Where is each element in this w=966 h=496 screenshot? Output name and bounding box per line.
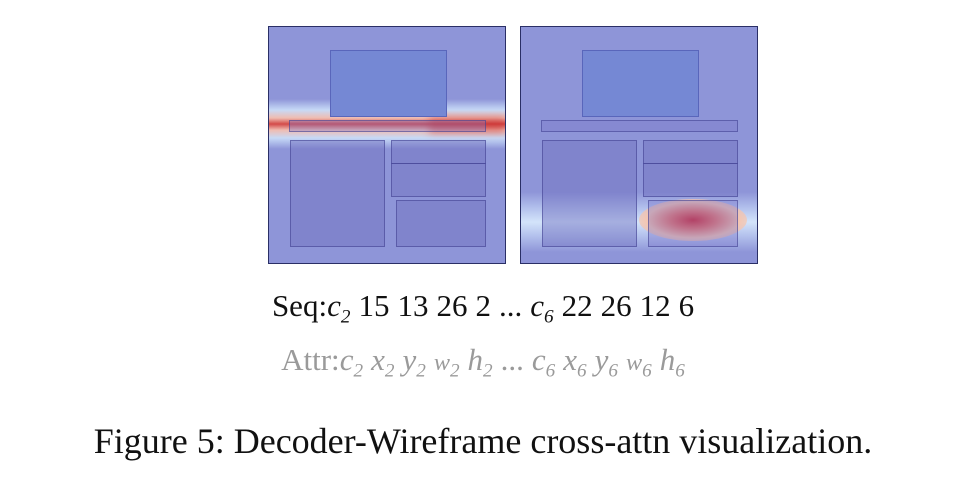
wireframe-image-box (330, 50, 447, 117)
wireframe-image-box (582, 50, 699, 117)
figure-caption: Figure 5: Decoder-Wireframe cross-attn v… (93, 421, 873, 461)
wireframe-right-bottom-block (648, 200, 738, 247)
attr-token: y6 (594, 342, 619, 382)
attr-token: ... (500, 342, 524, 377)
wireframe-left-block (542, 140, 637, 247)
wireframe-title-bar (289, 120, 486, 132)
attention-hotspot (639, 199, 747, 241)
attr-token: h6 (659, 342, 685, 382)
seq-token: 26 (600, 288, 632, 323)
wireframe-right-mid-block (643, 163, 738, 197)
seq-tokens: c2 15 13 26 2... c6 22 26 12 6 (327, 288, 695, 328)
wireframe-right-bottom-block (396, 200, 486, 247)
attr-token: x6 (563, 342, 587, 382)
wireframe-title-bar (541, 120, 738, 132)
attr-token: c2 (339, 342, 364, 382)
seq-token: 2 (475, 288, 491, 323)
attr-label: Attr: (281, 342, 340, 377)
sequence-line: Seq:c2 15 13 26 2... c6 22 26 12 6 (0, 288, 966, 328)
seq-token: 15 (358, 288, 390, 323)
seq-token: c2 (327, 288, 351, 328)
seq-token: 26 (436, 288, 468, 323)
attr-tokens: c2 x2 y2 w2 h2... c6 x6 y6 w6 h6 (339, 342, 685, 382)
seq-token: c6 (530, 288, 554, 328)
seq-token: ... (498, 288, 523, 323)
seq-token: 13 (397, 288, 429, 323)
seq-label: Seq: (271, 288, 328, 323)
attr-token: y2 (402, 342, 426, 382)
attention-band-right-hotspot (429, 117, 505, 133)
attr-token: c6 (531, 342, 556, 382)
seq-token: 22 (561, 288, 593, 323)
wireframe-right-top-block (391, 140, 486, 164)
attr-token: w2 (433, 349, 460, 382)
seq-token: 12 (639, 288, 671, 323)
attention-map-right (520, 26, 758, 264)
attr-token: x2 (371, 342, 395, 382)
attention-map-left (268, 26, 506, 264)
attr-token: h2 (467, 342, 493, 382)
wireframe-right-top-block (643, 140, 738, 164)
seq-token: 6 (678, 288, 695, 323)
attr-token: w6 (626, 349, 652, 382)
attribute-line: Attr:c2 x2 y2 w2 h2... c6 x6 y6 w6 h6 (0, 342, 966, 382)
wireframe-right-mid-block (391, 163, 486, 197)
wireframe-left-block (290, 140, 385, 247)
